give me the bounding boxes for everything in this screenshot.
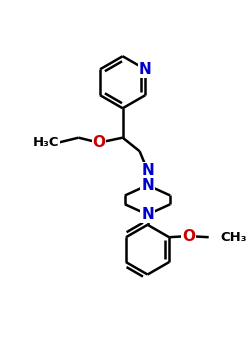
- Text: O: O: [182, 229, 195, 244]
- Text: N: N: [141, 207, 154, 222]
- Text: N: N: [141, 178, 154, 193]
- Text: CH₃: CH₃: [220, 231, 246, 244]
- Text: H₃C: H₃C: [32, 136, 59, 149]
- Text: N: N: [141, 163, 154, 178]
- Text: N: N: [139, 62, 151, 77]
- Text: O: O: [92, 135, 106, 150]
